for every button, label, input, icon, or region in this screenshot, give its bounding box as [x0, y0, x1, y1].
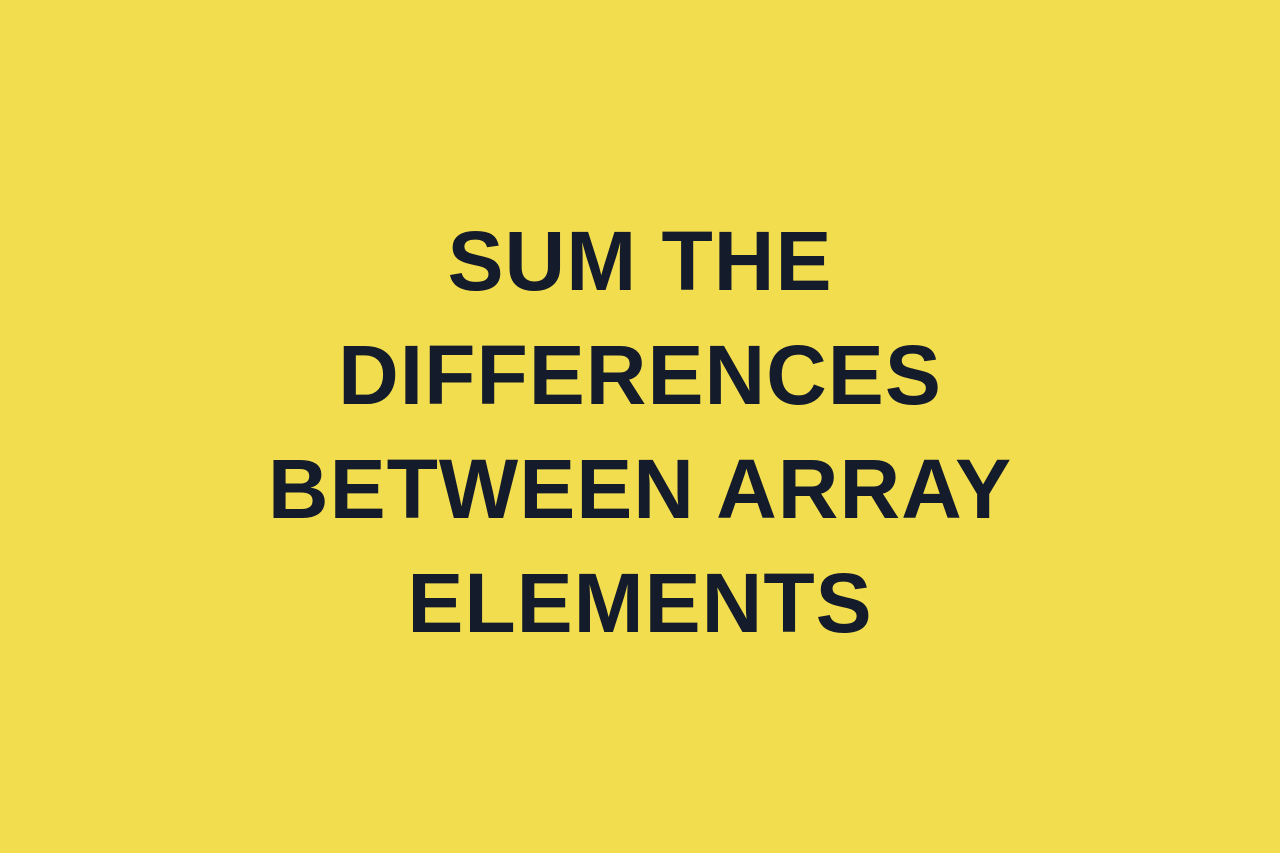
title-line-2: DIFFERENCES	[338, 327, 942, 422]
title-line-3: BETWEEN ARRAY	[267, 441, 1013, 536]
title-line-1: SUM THE	[447, 213, 833, 308]
page-title: SUM THE DIFFERENCES BETWEEN ARRAY ELEMEN…	[268, 194, 1012, 660]
title-line-4: ELEMENTS	[407, 555, 873, 650]
